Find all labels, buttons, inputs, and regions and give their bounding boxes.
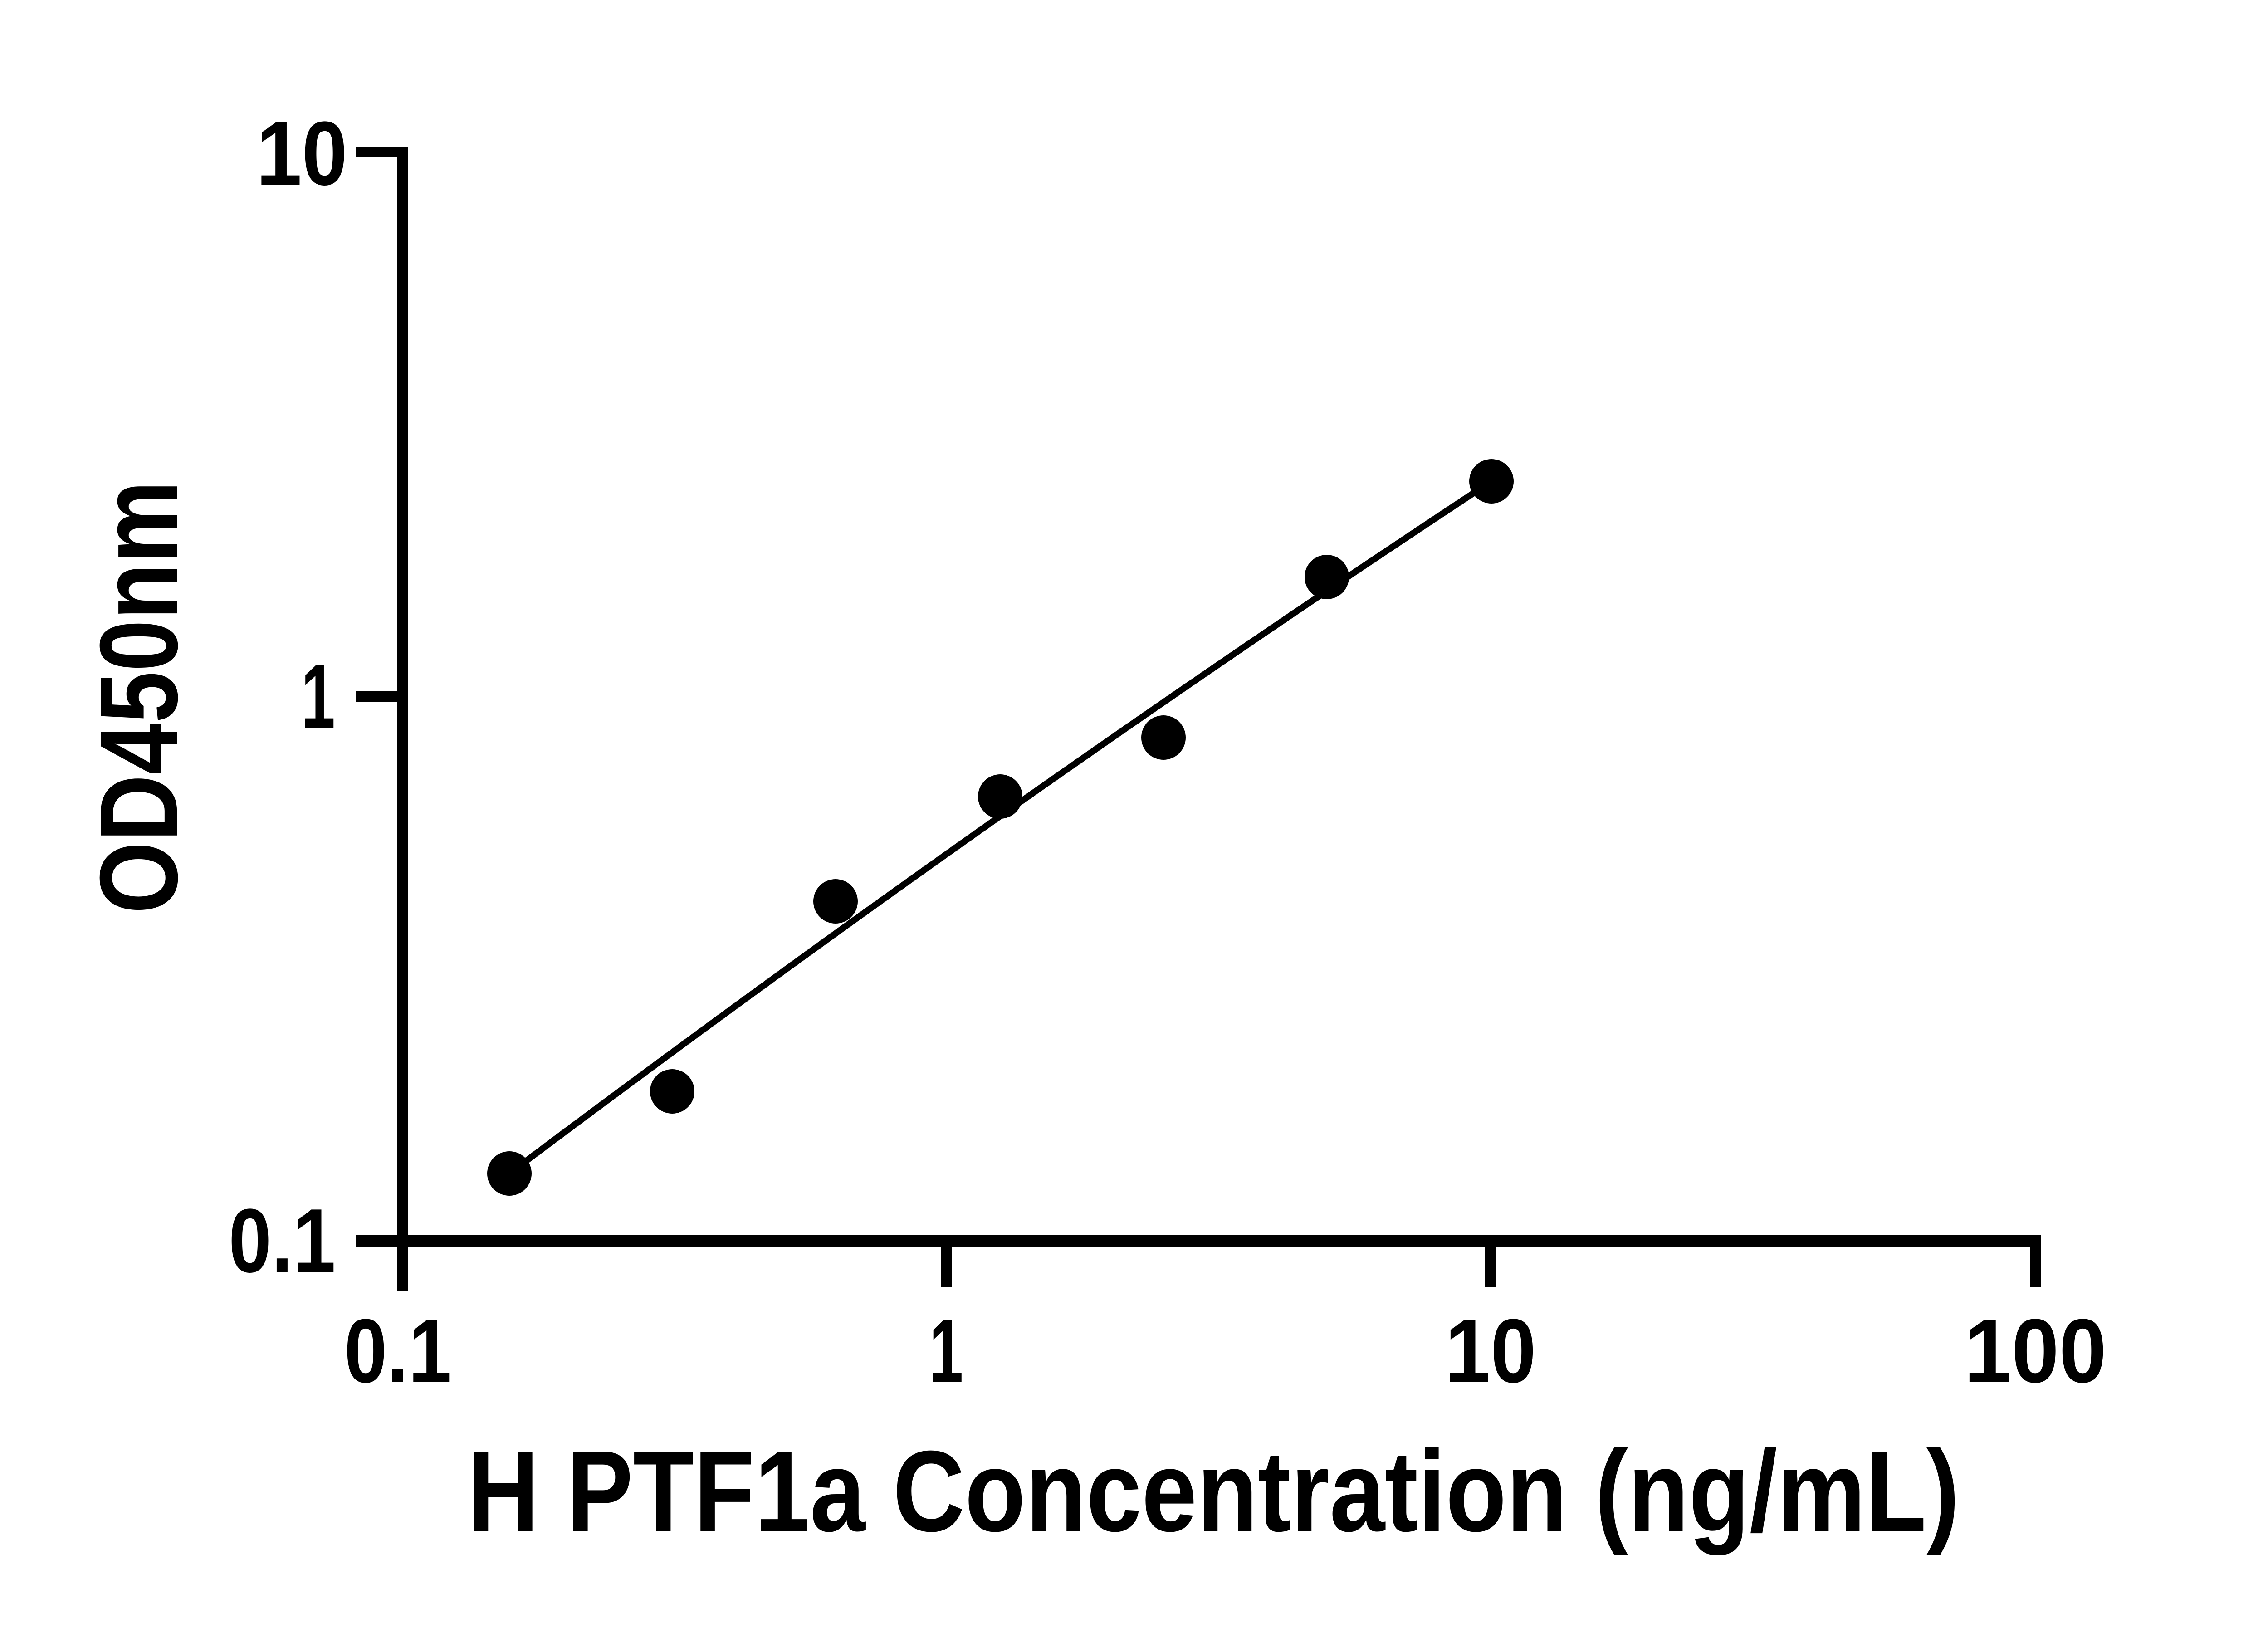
svg-text:10: 10 [256,103,347,204]
svg-text:H PTF1a Concentration (ng/mL): H PTF1a Concentration (ng/mL) [467,1427,1960,1555]
svg-text:1: 1 [301,646,335,747]
svg-text:OD450nm: OD450nm [77,481,200,914]
svg-text:0.1: 0.1 [344,1301,451,1402]
svg-text:10: 10 [1445,1301,1536,1402]
svg-text:0.1: 0.1 [229,1190,336,1291]
svg-text:1: 1 [929,1301,963,1402]
svg-text:100: 100 [1964,1301,2107,1402]
